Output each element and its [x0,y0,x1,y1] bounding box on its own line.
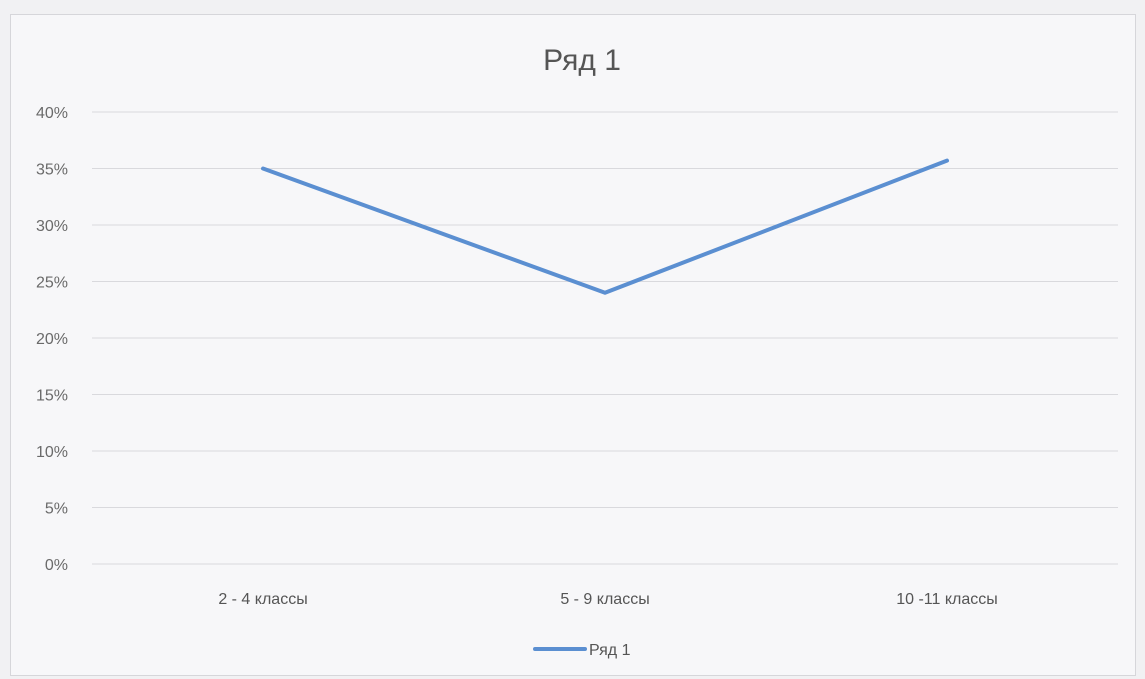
chart-frame [10,14,1136,676]
x-axis-categories: 2 - 4 классы 5 - 9 классы 10 -11 классы [218,591,997,608]
y-tick-label: 30% [36,218,68,235]
x-category-label: 10 -11 классы [896,591,998,608]
y-axis-ticks: 0% 5% 10% 15% 20% 25% 30% 35% 40% [36,105,68,574]
y-tick-label: 0% [45,557,68,574]
series-line [261,158,949,295]
gridlines [92,111,1118,565]
y-tick-label: 10% [36,444,68,461]
y-tick-label: 35% [36,162,68,179]
chart-title: Ряд 1 [543,44,621,77]
legend: Ряд 1 [533,642,631,659]
y-tick-label: 20% [36,331,68,348]
legend-label: Ряд 1 [589,642,631,659]
y-tick-label: 5% [45,501,68,518]
x-category-label: 2 - 4 классы [218,591,307,608]
y-tick-label: 25% [36,275,68,292]
series-layer [261,158,949,295]
y-tick-label: 40% [36,105,68,122]
y-tick-label: 15% [36,388,68,405]
x-category-label: 5 - 9 классы [560,591,649,608]
